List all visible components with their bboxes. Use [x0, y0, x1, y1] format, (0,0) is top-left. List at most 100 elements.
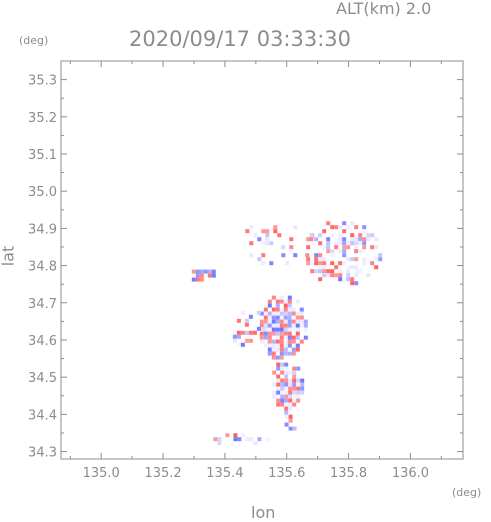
- heatmap-cell: [275, 343, 280, 348]
- heatmap-cell: [233, 437, 238, 442]
- heatmap-cell: [306, 245, 311, 250]
- heatmap-cell: [370, 233, 375, 238]
- heatmap-cell: [283, 327, 288, 332]
- heatmap-cell: [276, 390, 281, 395]
- heatmap-cell: [236, 342, 241, 347]
- heatmap-cell: [291, 327, 296, 332]
- heatmap-cell: [291, 319, 296, 324]
- heatmap-cell: [261, 229, 266, 234]
- heatmap-cell: [275, 315, 280, 320]
- heatmap-cell: [271, 311, 276, 316]
- x-tick-label: 135.2: [144, 466, 181, 481]
- heatmap-cell: [288, 370, 293, 375]
- heatmap-cell: [330, 269, 335, 274]
- heatmap-cell: [199, 269, 204, 274]
- heatmap-cell: [287, 311, 292, 316]
- altitude-label: ALT(km) 2.0: [336, 0, 432, 18]
- heatmap-cell: [263, 327, 268, 332]
- heatmap-cell: [309, 237, 314, 242]
- heatmap-cell: [292, 374, 297, 379]
- heatmap-cell: [253, 233, 258, 238]
- heatmap-cell: [276, 402, 281, 407]
- heatmap-cell: [284, 370, 289, 375]
- heatmap-cell: [287, 315, 292, 320]
- heatmap-cell: [271, 351, 276, 356]
- heatmap-cell: [292, 382, 297, 387]
- heatmap-cell: [370, 261, 375, 266]
- heatmap-cell: [295, 311, 300, 316]
- heatmap-cell: [263, 331, 268, 336]
- heatmap-cell: [259, 331, 264, 336]
- y-tick-label: 35.2: [28, 111, 57, 126]
- heatmap-cell: [275, 355, 280, 360]
- heatmap-cell: [326, 245, 331, 250]
- heatmap-cell: [303, 319, 308, 324]
- heatmap-cell: [283, 299, 288, 304]
- heatmap-cell: [330, 253, 335, 258]
- heatmap-cell: [287, 303, 292, 308]
- heatmap-cell: [310, 269, 315, 274]
- heatmap-cell: [285, 261, 290, 266]
- heatmap-cell: [267, 299, 272, 304]
- heatmap-cell: [284, 398, 289, 403]
- heatmap-cell: [271, 355, 276, 360]
- y-axis-unit: (deg): [19, 34, 49, 47]
- heatmap-cell: [259, 339, 264, 344]
- heatmap-cell: [217, 441, 222, 446]
- heatmap-cell: [292, 370, 297, 375]
- heatmap-cell: [374, 237, 379, 242]
- heatmap-cell: [318, 241, 323, 246]
- heatmap-cell: [272, 390, 277, 395]
- heatmap-cell: [240, 310, 245, 315]
- heatmap-cell: [271, 315, 276, 320]
- x-tick-label: 135.8: [330, 466, 367, 481]
- heatmap-cell: [257, 437, 262, 442]
- heatmap-cell: [350, 221, 355, 226]
- heatmap-cell: [284, 386, 289, 391]
- heatmap-cell: [280, 366, 285, 371]
- heatmap-cell: [288, 414, 293, 419]
- heatmap-cell: [318, 253, 323, 258]
- heatmap-cell: [338, 233, 343, 238]
- heatmap-cell: [299, 307, 304, 312]
- heatmap-cell: [276, 386, 281, 391]
- heatmap-cell: [281, 253, 286, 258]
- heatmap-cell: [225, 433, 230, 438]
- heatmap-cell: [288, 378, 293, 383]
- heatmap-cell: [267, 351, 272, 356]
- heatmap-cell: [338, 277, 343, 282]
- heatmap-cell: [293, 253, 298, 258]
- heatmap-cell: [249, 437, 254, 442]
- heatmap-cell: [279, 343, 284, 348]
- heatmap-cell: [300, 382, 305, 387]
- heatmap-cell: [350, 237, 355, 242]
- heatmap-cell: [283, 311, 288, 316]
- heatmap-cell: [378, 257, 383, 262]
- y-tick-label: 34.4: [28, 408, 57, 423]
- heatmap-cell: [280, 390, 285, 395]
- heatmap-cell: [291, 347, 296, 352]
- heatmap-cell: [191, 269, 196, 274]
- heatmap-cell: [207, 273, 212, 278]
- y-tick-label: 34.8: [28, 260, 57, 275]
- heatmap-cell: [283, 339, 288, 344]
- heatmap-cell: [362, 237, 367, 242]
- heatmap-cell: [256, 326, 261, 331]
- heatmap-cell: [299, 319, 304, 324]
- heatmap-cell: [280, 398, 285, 403]
- heatmap-cell: [362, 241, 367, 246]
- heatmap-cell: [295, 331, 300, 336]
- heatmap-cell: [267, 343, 272, 348]
- heatmap-cell: [261, 253, 266, 258]
- heatmap-cell: [295, 319, 300, 324]
- heatmap-cell: [261, 241, 266, 246]
- heatmap-cell: [292, 390, 297, 395]
- heatmap-cell: [283, 319, 288, 324]
- heatmap-cell: [350, 281, 355, 286]
- heatmap-cell: [284, 366, 289, 371]
- heatmap-cell: [284, 378, 289, 383]
- heatmap-cell: [283, 343, 288, 348]
- heatmap-cell: [249, 225, 254, 230]
- heatmap-cell: [283, 323, 288, 328]
- heatmap-cell: [342, 249, 347, 254]
